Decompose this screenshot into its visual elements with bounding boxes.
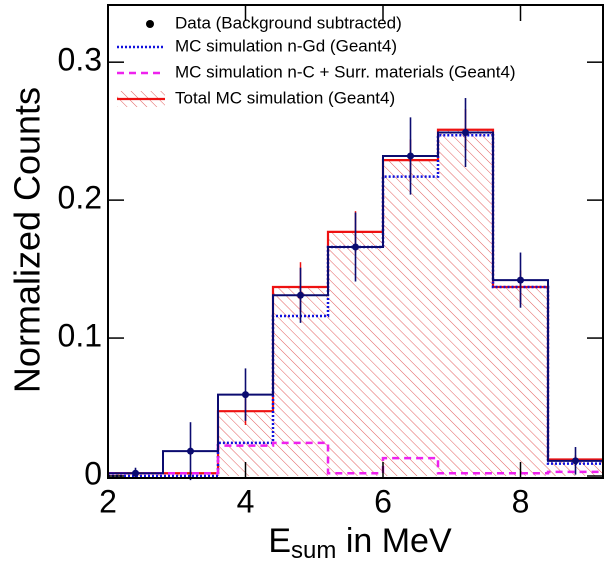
- x-tick-label: 6: [374, 483, 392, 519]
- legend-marker: [146, 20, 154, 28]
- data-point: [352, 243, 359, 251]
- y-axis-label: Normalized Counts: [7, 87, 48, 393]
- x-label-main: E: [268, 522, 291, 560]
- total-mc-hatch: [108, 129, 603, 477]
- y-tick-label: 0.2: [58, 180, 102, 216]
- data-point: [517, 276, 524, 284]
- plot-area: [108, 98, 603, 481]
- data-point: [462, 129, 469, 137]
- y-tick-label: 0.1: [58, 318, 102, 354]
- data-point: [242, 391, 249, 399]
- y-tick-label: 0: [84, 455, 102, 491]
- legend-label: Data (Background subtracted): [175, 13, 402, 32]
- legend-label: MC simulation n-Gd (Geant4): [175, 36, 397, 55]
- x-tick-label: 2: [99, 483, 117, 519]
- y-tick-label: 0.3: [58, 42, 102, 78]
- data-point: [407, 152, 414, 160]
- x-label-sub: sum: [291, 537, 336, 564]
- x-tick-label: 8: [512, 483, 530, 519]
- x-tick-label: 4: [237, 483, 255, 519]
- data-point: [187, 447, 194, 455]
- legend-label: Total MC simulation (Geant4): [175, 88, 395, 107]
- frame: [107, 4, 604, 479]
- dashed-step: [108, 441, 603, 475]
- x-axis-label: Esum in MeV: [268, 522, 452, 564]
- data-point: [132, 469, 139, 477]
- data-point: [297, 291, 304, 299]
- data-point: [572, 457, 579, 465]
- x-label-rest: in MeV: [336, 522, 452, 560]
- legend-label: MC simulation n-C + Surr. materials (Gea…: [175, 62, 516, 81]
- dotted-step: [108, 134, 603, 478]
